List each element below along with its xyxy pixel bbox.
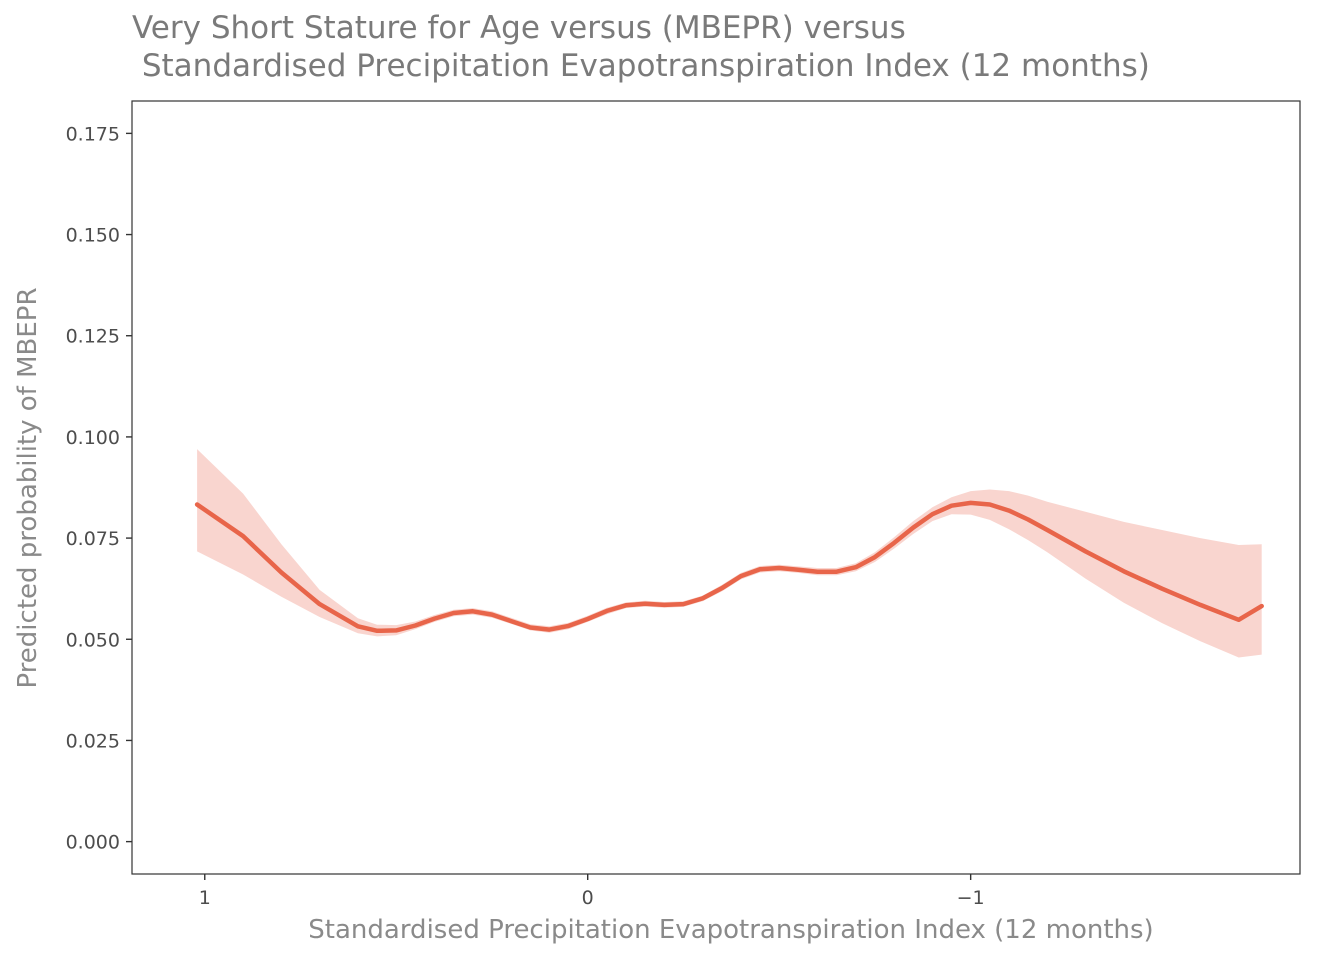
prediction-line [194,500,1264,634]
chart-subtitle: Standardised Precipitation Evapotranspir… [132,48,1150,84]
y-tick-label: 0.125 [66,326,120,348]
y-tick-label: 0.050 [66,629,120,651]
y-tick-label: 0.100 [66,427,120,449]
x-tick-label: −1 [957,887,985,909]
y-tick-label: 0.025 [66,730,120,752]
x-tick-label: 0 [582,887,594,909]
x-tick-label: 1 [199,887,211,909]
confidence-band [197,449,1262,658]
x-axis-title: Standardised Precipitation Evapotranspir… [308,915,1153,945]
plot-panel-border [131,100,1301,875]
y-axis: 0.000 0.025 0.050 0.075 0.100 0.125 0.150 0.175 [66,123,132,854]
y-tick-label: 0.175 [66,123,120,145]
y-axis-title: Predicted probability of MBEPR [13,287,43,688]
y-tick-label: 0.000 [66,832,120,854]
x-axis: 1 0 −1 [199,874,985,909]
y-tick-label: 0.075 [66,528,120,550]
plot-area [194,449,1264,658]
y-tick-label: 0.150 [66,225,120,247]
chart-title: Very Short Stature for Age versus (MBEPR… [132,10,906,46]
